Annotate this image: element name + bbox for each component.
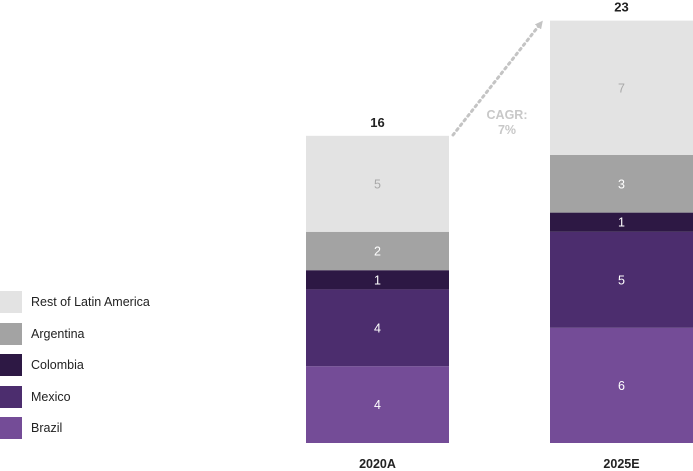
legend-item-mexico: Mexico bbox=[0, 385, 150, 408]
legend-label-colombia: Colombia bbox=[31, 358, 84, 372]
data-label-colombia-2020a: 1 bbox=[374, 273, 381, 287]
data-label-rest-of-latin-america-2020a: 5 bbox=[374, 177, 381, 191]
bar-segment-brazil-2020a bbox=[306, 366, 449, 443]
legend-label-brazil: Brazil bbox=[31, 421, 63, 435]
legend-swatch-mexico bbox=[0, 385, 22, 408]
data-label-rest-of-latin-america-2025e: 7 bbox=[618, 81, 625, 95]
legend-swatch-argentina bbox=[0, 322, 22, 345]
bar-segment-argentina-2020a bbox=[306, 231, 449, 271]
legend-label-argentina: Argentina bbox=[31, 326, 85, 341]
cagr-label-line1: CAGR: bbox=[487, 108, 528, 122]
bar-segment-rest-of-latin-america-2025e bbox=[550, 20, 693, 155]
bar-segment-colombia-2025e bbox=[550, 212, 693, 232]
data-label-mexico-2020a: 4 bbox=[374, 321, 381, 335]
data-label-argentina-2025e: 3 bbox=[618, 177, 625, 191]
legend-item-rest-of-latin-america: Rest of Latin America bbox=[0, 291, 150, 313]
legend-swatch-rest-of-latin-america bbox=[0, 291, 22, 313]
total-label-2020a: 16 bbox=[370, 115, 384, 130]
legend-swatch-brazil bbox=[0, 417, 22, 439]
legend: Rest of Latin America Argentina Colombia… bbox=[0, 291, 150, 449]
bar-segment-colombia-2020a bbox=[306, 270, 449, 290]
legend-label-rest-of-latin-america: Rest of Latin America bbox=[31, 295, 150, 309]
legend-item-brazil: Brazil bbox=[0, 417, 150, 439]
category-label-2025e: 2025E bbox=[603, 457, 639, 471]
legend-swatch-colombia bbox=[0, 354, 22, 376]
bar-segment-brazil-2025e bbox=[550, 327, 693, 443]
bar-segment-mexico-2020a bbox=[306, 289, 449, 367]
cagr-label-line2: 7% bbox=[498, 123, 516, 137]
data-label-mexico-2025e: 5 bbox=[618, 273, 625, 287]
legend-label-mexico: Mexico bbox=[31, 389, 71, 404]
data-label-brazil-2025e: 6 bbox=[618, 379, 625, 393]
cagr-arrow bbox=[451, 20, 543, 137]
bar-segment-mexico-2025e bbox=[550, 231, 693, 328]
data-label-colombia-2025e: 1 bbox=[618, 216, 625, 230]
category-label-2020a: 2020A bbox=[359, 457, 396, 471]
legend-item-argentina: Argentina bbox=[0, 322, 150, 345]
bars-layer: 4 4 1 2 5 16 2020A 6 5 1 3 7 23 2025E bbox=[306, 0, 693, 471]
data-label-brazil-2020a: 4 bbox=[374, 398, 381, 412]
total-label-2025e: 23 bbox=[614, 0, 628, 15]
bar-segment-argentina-2025e bbox=[550, 155, 693, 213]
legend-item-colombia: Colombia bbox=[0, 354, 150, 376]
data-label-argentina-2020a: 2 bbox=[374, 245, 381, 259]
bar-segment-rest-of-latin-america-2020a bbox=[306, 135, 449, 232]
